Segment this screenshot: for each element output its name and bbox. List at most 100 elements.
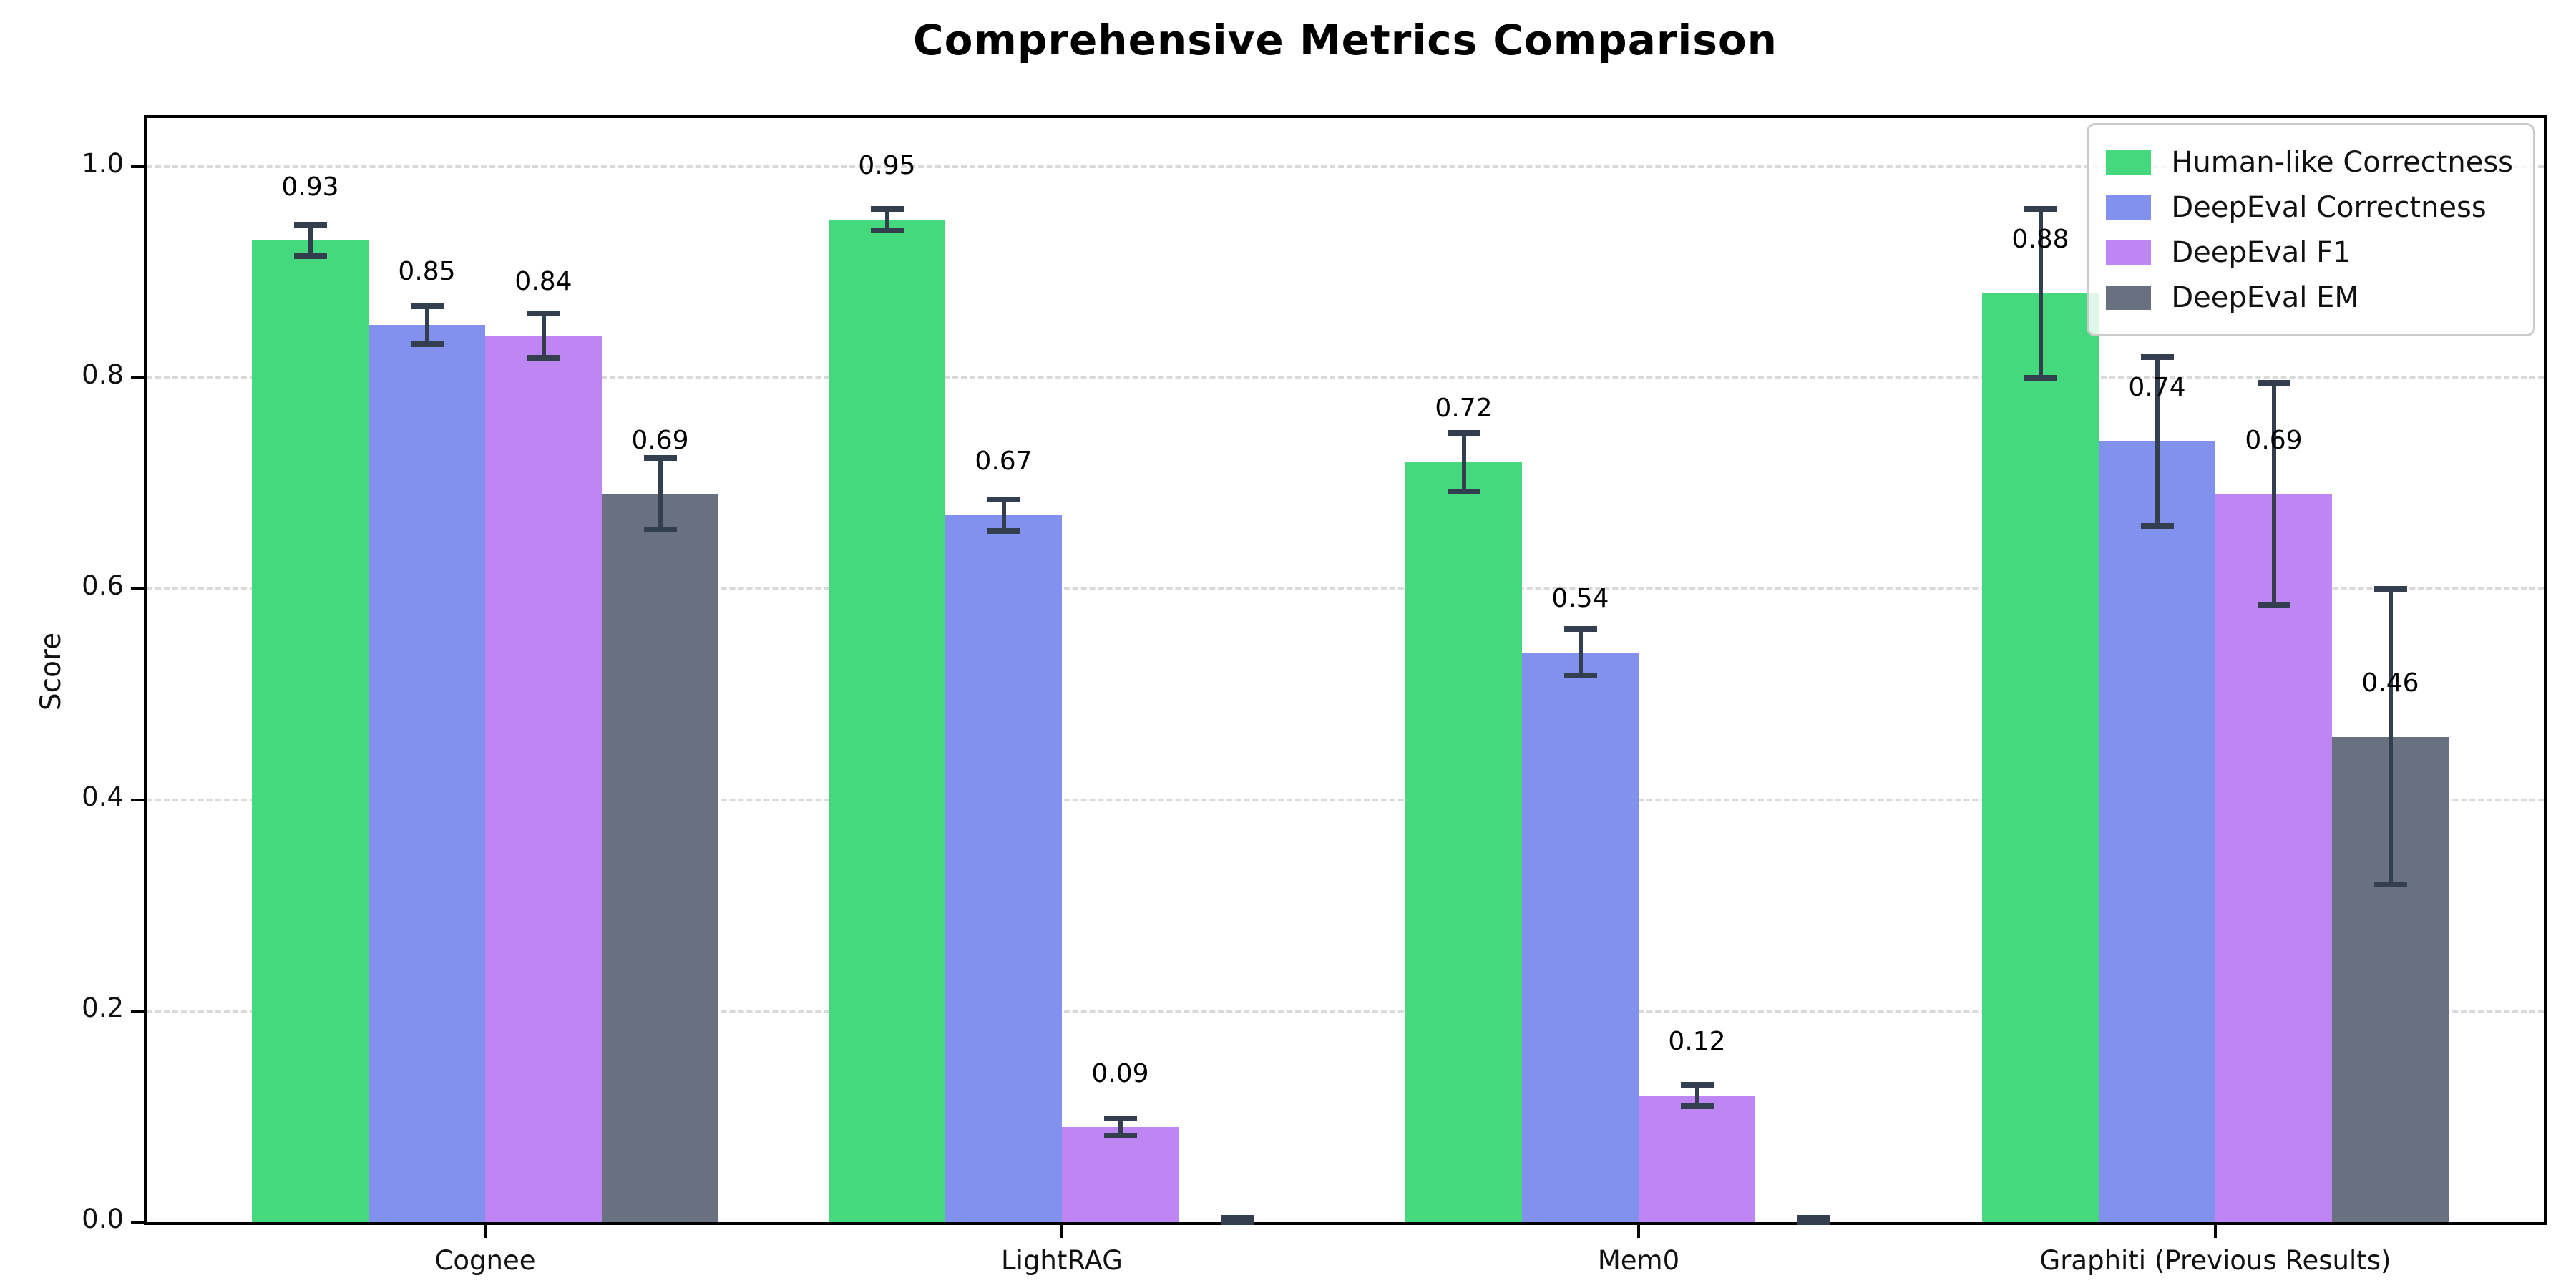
x-tick-label: Cognee — [434, 1245, 536, 1276]
bar-value-label: 0.74 — [2128, 372, 2186, 402]
error-bar-cap-top — [643, 455, 677, 462]
error-bar-line — [2155, 356, 2160, 526]
error-bar-cap-bottom — [1447, 489, 1480, 495]
bar-value-label: 0.93 — [281, 172, 339, 202]
error-bar-cap-bottom — [1563, 672, 1597, 678]
bar-value-label: 0.95 — [858, 151, 916, 181]
x-tick-mark — [1637, 1222, 1640, 1238]
y-tick-mark — [131, 587, 147, 590]
bar-value-label: 0.88 — [2011, 225, 2069, 255]
bar-deepeval-f1 — [1639, 1096, 1755, 1222]
error-bar-cap-top — [527, 311, 560, 317]
legend-item: DeepEval Correctness — [2106, 185, 2513, 230]
bar-value-label: 0.67 — [975, 447, 1033, 477]
x-tick-label: Graphiti (Previous Results) — [2039, 1245, 2391, 1276]
bar-value-label: 0.69 — [631, 425, 689, 455]
gridline — [147, 799, 2544, 801]
bar-deepeval-f1 — [485, 336, 602, 1222]
legend-item: DeepEval EM — [2106, 275, 2513, 320]
bar-value-label: 0.72 — [1435, 394, 1493, 424]
error-bar-cap-bottom — [643, 527, 677, 533]
chart-title: Comprehensive Metrics Comparison — [913, 16, 1777, 64]
y-tick-mark — [131, 376, 147, 379]
plot-area — [144, 115, 2547, 1225]
gridline — [147, 165, 2544, 168]
error-bar-line — [1461, 432, 1466, 492]
error-bar-cap-top — [870, 206, 904, 212]
bar-deepeval-f1 — [1062, 1127, 1179, 1222]
bar-human-like-correctness — [1405, 462, 1522, 1222]
error-bar-line — [1118, 1118, 1123, 1136]
bar-value-label: 0.09 — [1091, 1058, 1149, 1088]
error-bar-cap-top — [2373, 586, 2407, 592]
y-tick-mark — [131, 1010, 147, 1013]
bar-deepeval-em — [602, 494, 718, 1222]
x-tick-mark — [484, 1222, 487, 1238]
x-tick-label: LightRAG — [1001, 1245, 1123, 1276]
error-bar-line — [1001, 499, 1006, 531]
error-bar-cap-bottom — [2257, 602, 2290, 608]
y-tick-label: 0.6 — [82, 570, 124, 601]
bar-deepeval-correctness — [1522, 652, 1639, 1222]
gridline — [147, 1010, 2544, 1013]
y-tick-label: 0.8 — [82, 359, 124, 390]
bar-value-label: 0.84 — [514, 267, 572, 297]
y-tick-mark — [131, 165, 147, 168]
bar-deepeval-correctness — [369, 325, 485, 1222]
error-bar-cap-bottom — [1797, 1219, 1830, 1225]
bar-value-label: 0.12 — [1668, 1027, 1726, 1057]
error-bar-line — [424, 306, 429, 344]
error-bar-cap-bottom — [987, 527, 1020, 534]
error-bar-cap-top — [2024, 206, 2057, 212]
bar-human-like-correctness — [829, 219, 945, 1222]
error-bar-cap-bottom — [293, 253, 327, 260]
error-bar-cap-bottom — [2373, 882, 2407, 887]
error-bar-cap-top — [987, 496, 1020, 502]
legend-label: Human-like Correctness — [2171, 145, 2513, 179]
error-bar-cap-top — [1447, 429, 1480, 436]
legend-label: DeepEval F1 — [2171, 235, 2351, 269]
legend-swatch-icon — [2106, 150, 2152, 175]
x-tick-label: Mem0 — [1597, 1245, 1680, 1276]
error-bar-cap-bottom — [1103, 1133, 1137, 1139]
x-tick-mark — [2214, 1222, 2217, 1238]
y-tick-mark — [131, 799, 147, 801]
x-tick-mark — [1060, 1222, 1063, 1238]
bar-deepeval-correctness — [945, 514, 1062, 1222]
error-bar-cap-top — [1680, 1082, 1714, 1088]
error-bar-cap-top — [1797, 1215, 1830, 1221]
error-bar-cap-top — [1220, 1215, 1254, 1221]
bar-deepeval-correctness — [2099, 441, 2215, 1222]
y-tick-label: 0.0 — [82, 1204, 124, 1234]
error-bar-line — [658, 458, 663, 530]
y-axis-label: Score — [35, 632, 67, 711]
error-bar-cap-top — [1103, 1116, 1137, 1122]
legend-item: DeepEval F1 — [2106, 230, 2513, 275]
error-bar-line — [2388, 589, 2393, 884]
error-bar-cap-top — [2257, 380, 2290, 386]
legend-swatch-icon — [2106, 285, 2152, 310]
legend-swatch-icon — [2106, 195, 2152, 220]
bar-value-label: 0.69 — [2245, 425, 2303, 455]
error-bar-line — [884, 209, 889, 230]
bar-value-label: 0.85 — [398, 256, 456, 286]
error-bar-cap-top — [293, 222, 327, 228]
legend-label: DeepEval EM — [2171, 280, 2359, 314]
bar-human-like-correctness — [252, 240, 369, 1222]
error-bar-line — [308, 225, 313, 257]
y-tick-mark — [131, 1221, 147, 1224]
gridline — [147, 587, 2544, 590]
legend-item: Human-like Correctness — [2106, 140, 2513, 185]
error-bar-cap-bottom — [410, 341, 444, 347]
legend-label: DeepEval Correctness — [2171, 190, 2487, 224]
error-bar-cap-bottom — [2140, 522, 2174, 529]
y-tick-label: 0.2 — [82, 992, 124, 1023]
error-bar-cap-bottom — [2024, 375, 2057, 381]
error-bar-cap-bottom — [1680, 1103, 1714, 1109]
bar-value-label: 0.46 — [2361, 668, 2419, 698]
error-bar-line — [2271, 383, 2276, 605]
bar-human-like-correctness — [1982, 293, 2099, 1222]
error-bar-cap-top — [410, 303, 444, 309]
error-bar-cap-top — [2140, 353, 2174, 360]
